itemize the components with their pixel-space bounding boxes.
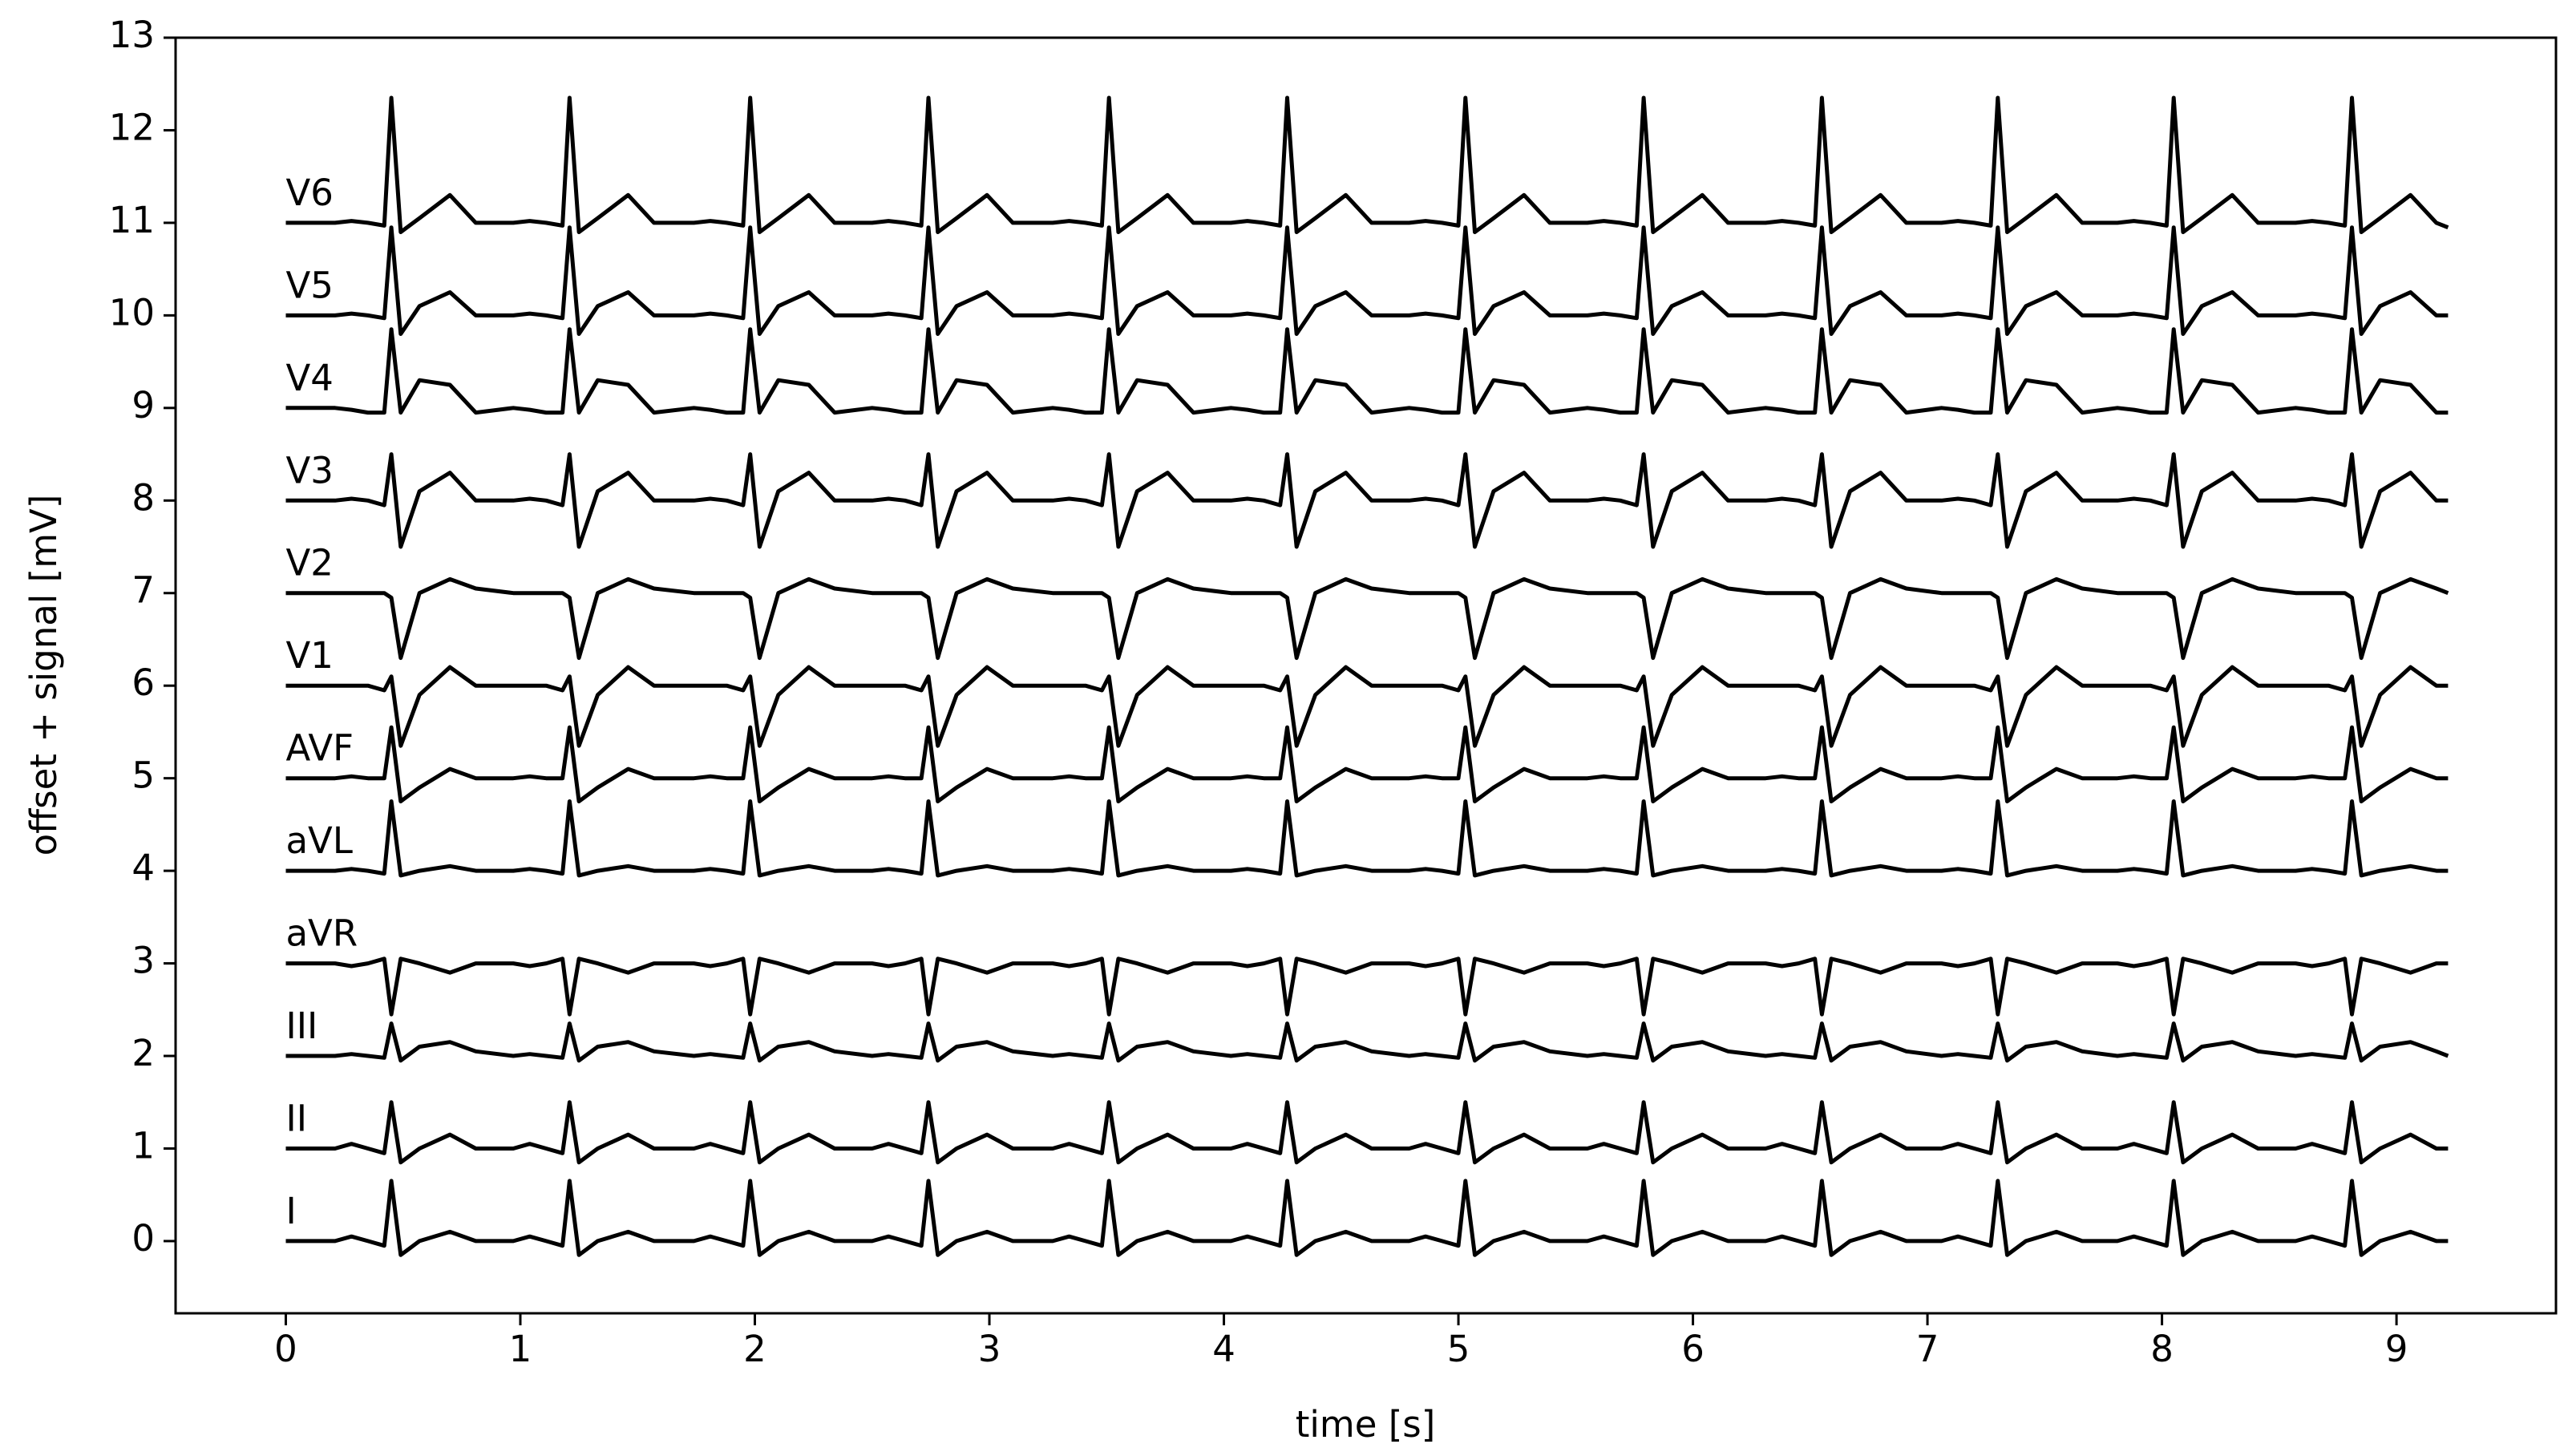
x-tick-label: 6 [1681, 1328, 1705, 1370]
x-tick-label: 1 [509, 1328, 532, 1370]
series-line [285, 327, 2449, 415]
y-tick-label: 6 [131, 661, 155, 704]
y-tick-label: 11 [109, 199, 155, 241]
series-label: AVF [285, 727, 354, 770]
y-tick-label: 7 [131, 569, 155, 612]
y-tick-label: 0 [131, 1217, 155, 1260]
series-line [285, 957, 2449, 1017]
y-tick-label: 9 [131, 384, 155, 427]
series-line [285, 1179, 2449, 1257]
series-line [285, 452, 2449, 549]
series-line [285, 665, 2449, 748]
x-tick-label: 8 [2150, 1328, 2174, 1370]
y-axis-label: offset + signal [mV] [22, 495, 65, 856]
series-label: V6 [285, 172, 333, 214]
series-label: aVL [285, 819, 352, 862]
series-line [285, 225, 2449, 336]
series-label: V2 [285, 542, 333, 584]
y-tick-label: 5 [131, 754, 155, 797]
y-tick-label: 10 [109, 291, 155, 334]
x-tick-label: 5 [1447, 1328, 1470, 1370]
y-tick-label: 4 [131, 847, 155, 889]
series-line [285, 95, 2449, 234]
series-label: V5 [285, 264, 333, 306]
x-tick-label: 0 [274, 1328, 297, 1370]
x-tick-label: 3 [978, 1328, 1001, 1370]
x-tick-label: 4 [1212, 1328, 1235, 1370]
series-label: V3 [285, 449, 333, 491]
y-tick-label: 1 [131, 1124, 155, 1167]
y-tick-label: 3 [131, 940, 155, 982]
x-tick-label: 9 [2385, 1328, 2408, 1370]
y-tick-label: 13 [109, 14, 155, 56]
y-tick-label: 8 [131, 476, 155, 519]
series-label: V1 [285, 634, 333, 677]
series-label: II [285, 1097, 307, 1139]
plot-frame [174, 36, 2558, 1315]
series-line [285, 1100, 2449, 1165]
y-tick-label: 2 [131, 1032, 155, 1074]
series-line [285, 576, 2449, 661]
x-tick-label: 7 [1916, 1328, 1939, 1370]
y-tick-label: 12 [109, 106, 155, 148]
series-label: III [285, 1005, 317, 1047]
series-line [285, 1021, 2449, 1063]
x-axis-label: time [s] [1296, 1403, 1436, 1446]
series-label: I [285, 1190, 296, 1232]
series-line [285, 725, 2449, 803]
x-tick-label: 2 [743, 1328, 766, 1370]
series-label: aVR [285, 912, 358, 955]
series-line [285, 799, 2449, 878]
series-label: V4 [285, 357, 333, 399]
